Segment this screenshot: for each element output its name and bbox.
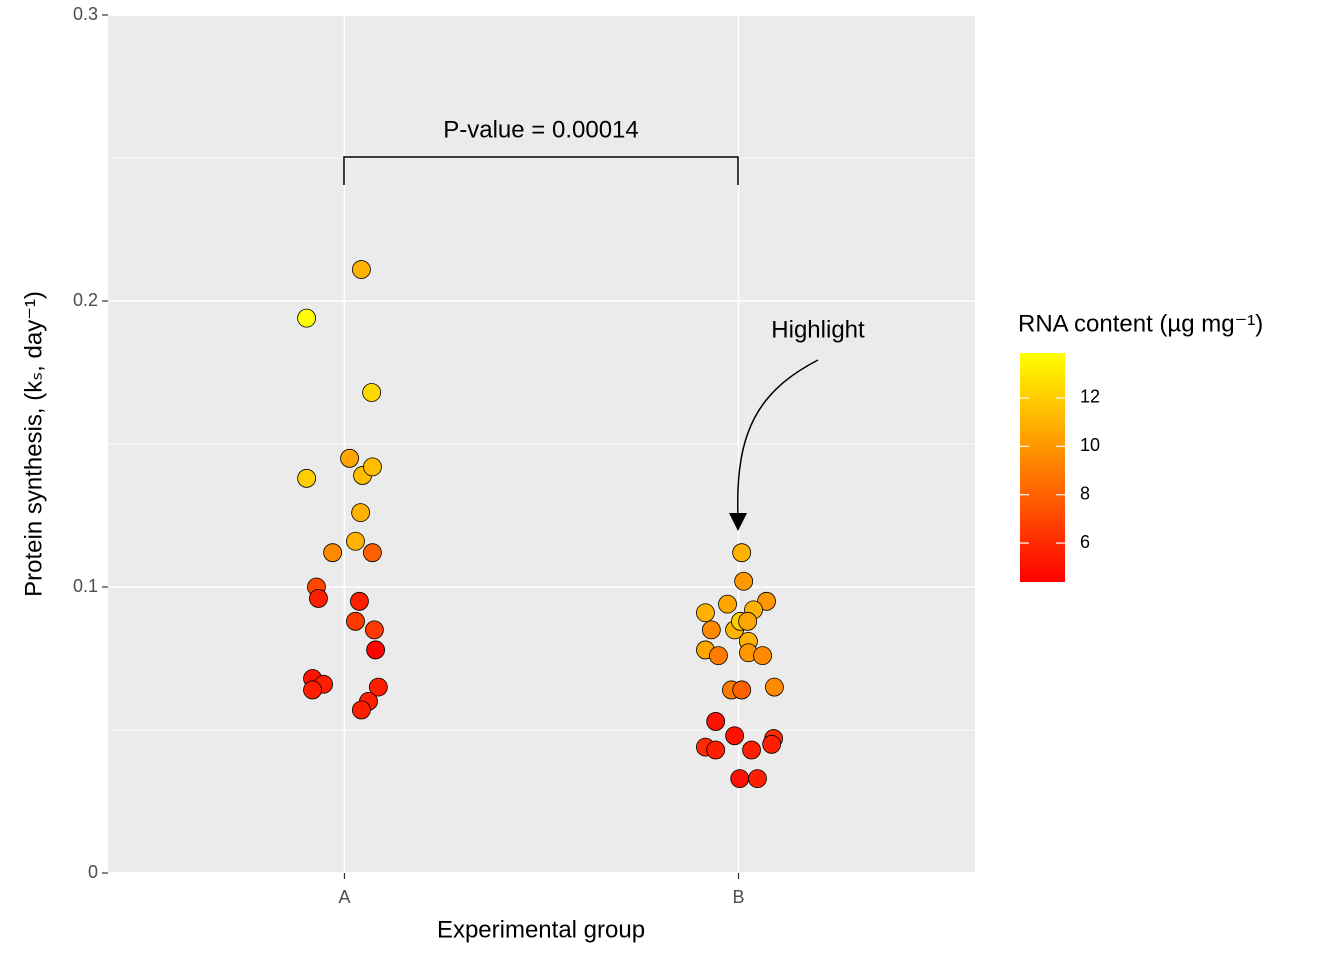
point <box>340 448 359 468</box>
point <box>730 769 750 789</box>
point <box>701 620 721 640</box>
point <box>303 680 322 700</box>
colorbar-label: 10 <box>1080 435 1100 455</box>
p-value-annotation: P-value = 0.00014 <box>443 116 638 143</box>
colorbar-label: 8 <box>1080 483 1090 503</box>
y-tick-label: 0 <box>88 862 98 882</box>
point <box>350 591 369 611</box>
y-axis-title: Protein synthesis, (kₛ, day⁻¹) <box>20 291 47 597</box>
point <box>351 503 371 523</box>
point <box>765 677 784 697</box>
point <box>352 260 371 279</box>
arrow-head <box>729 513 747 531</box>
point <box>706 740 726 760</box>
point <box>368 677 388 697</box>
point <box>734 571 754 591</box>
colorbar <box>1020 353 1065 582</box>
point <box>757 591 776 611</box>
point <box>346 611 365 631</box>
colorbar-label: 12 <box>1080 387 1100 407</box>
x-tick-label: A <box>338 887 350 907</box>
point <box>297 308 317 328</box>
point <box>696 603 715 623</box>
colorbar-label: 6 <box>1080 532 1090 552</box>
highlight-arrow <box>737 359 819 516</box>
point <box>709 646 728 666</box>
point <box>748 769 767 789</box>
point <box>732 680 752 700</box>
point <box>365 620 384 640</box>
point <box>718 594 737 614</box>
point <box>753 646 772 666</box>
point <box>309 589 328 608</box>
point <box>706 712 726 731</box>
point <box>366 640 385 660</box>
point <box>738 611 758 631</box>
x-axis-title: Experimental group <box>437 916 645 943</box>
point <box>725 726 745 746</box>
point <box>762 734 782 754</box>
highlight-annotation: Highlight <box>771 316 865 343</box>
point <box>363 543 382 563</box>
point <box>742 740 761 760</box>
point <box>297 468 317 488</box>
point <box>352 700 371 720</box>
point <box>362 383 382 402</box>
point <box>323 543 343 563</box>
bracket <box>343 156 739 185</box>
point <box>346 531 365 551</box>
point <box>732 543 752 563</box>
y-tick-label: 0.2 <box>73 290 98 310</box>
x-tick-label: B <box>733 887 745 907</box>
y-tick-label: 0.1 <box>73 576 98 596</box>
y-tick-label: 0.3 <box>73 4 98 24</box>
point <box>363 457 382 477</box>
legend-title: RNA content (µg mg⁻¹) <box>1018 310 1263 337</box>
